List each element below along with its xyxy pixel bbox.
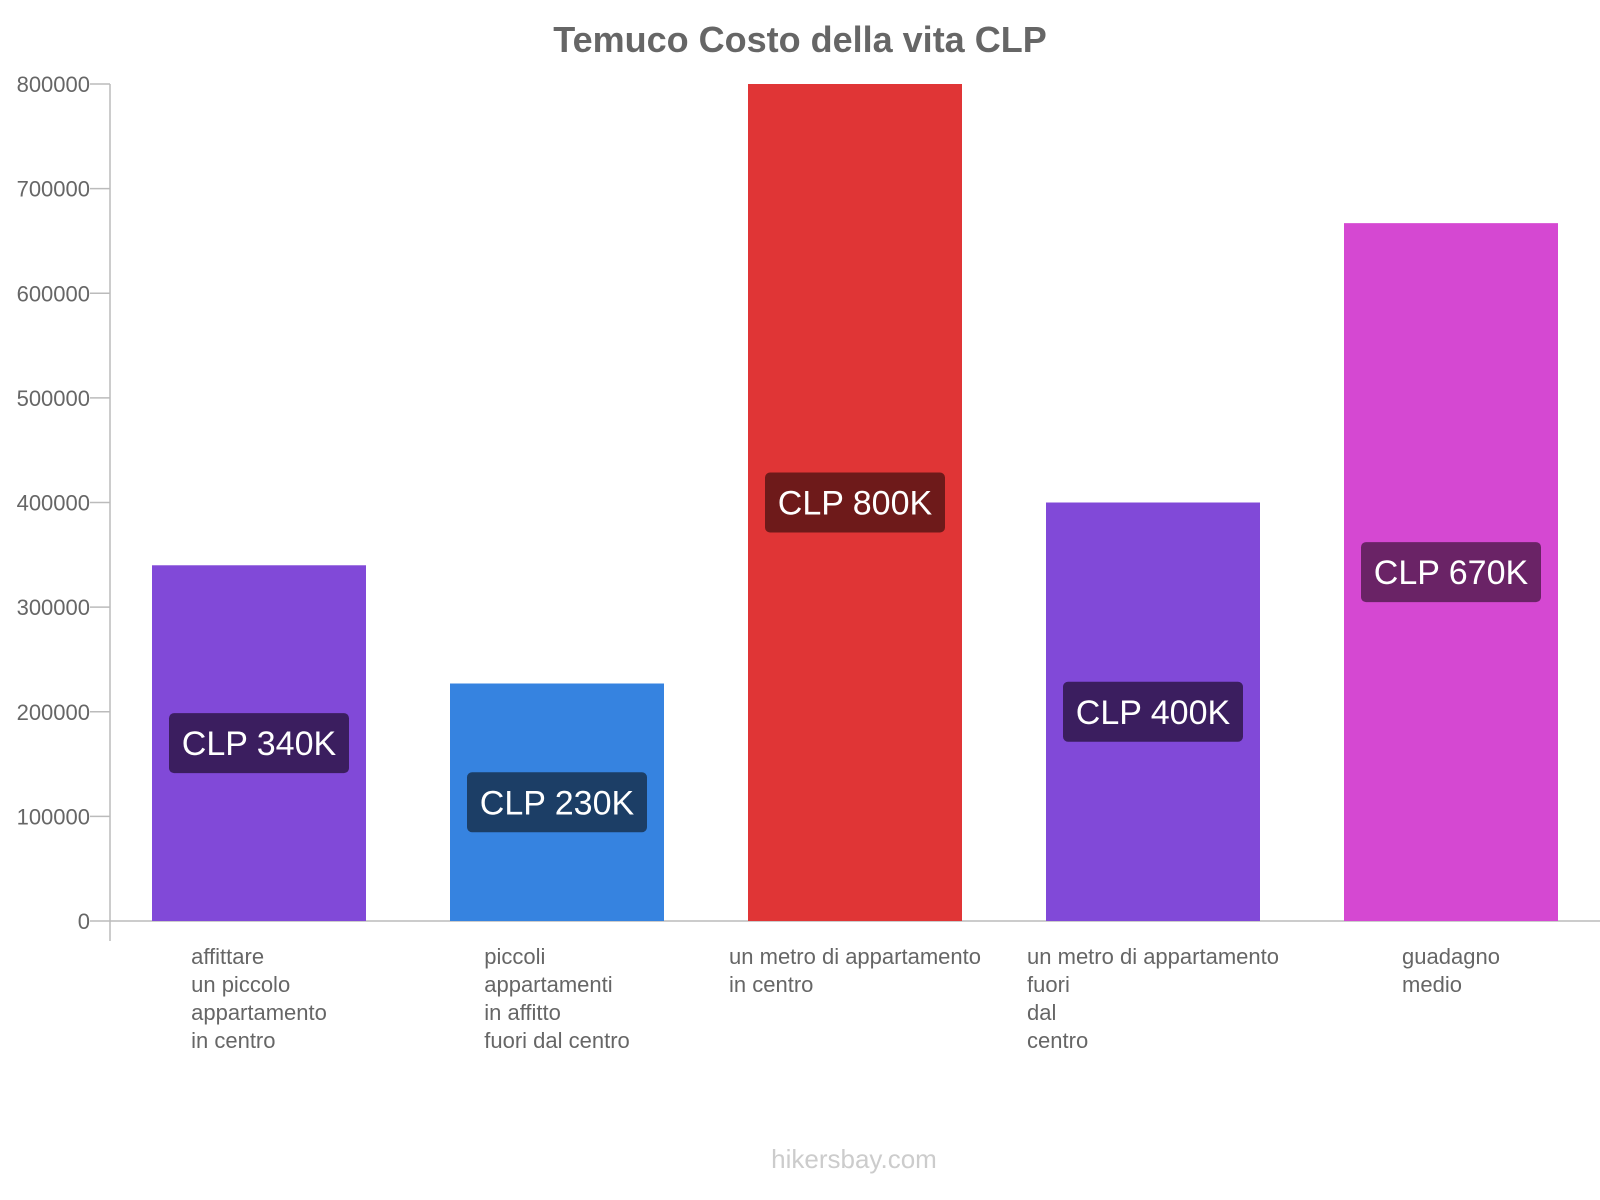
bars: CLP 340K CLP 230K CLP 800K CLP 400K CLP 670K — [152, 84, 1558, 921]
watermark: hikersbay.com — [771, 1144, 937, 1174]
bar-group: CLP 670K — [1344, 223, 1558, 921]
x-category-label: guadagno medio — [1402, 944, 1500, 997]
x-category-label-line: dal — [1027, 1000, 1056, 1025]
data-label: CLP 340K — [182, 725, 337, 763]
x-category-label: affittare un piccolo appartamento in centro — [191, 944, 327, 1053]
data-label-box — [467, 772, 647, 833]
y-tick-label: 200000 — [17, 700, 90, 725]
x-category-label-line: in centro — [729, 972, 813, 997]
y-tick-label: 800000 — [17, 72, 90, 97]
y-tick-label: 700000 — [17, 177, 90, 202]
y-tick-label: 300000 — [17, 595, 90, 620]
data-label: CLP 400K — [1076, 694, 1231, 732]
data-label: CLP 230K — [480, 784, 635, 822]
y-tick-label: 0 — [78, 909, 90, 934]
x-category-label-line: piccoli — [484, 944, 545, 969]
x-category-label-line: medio — [1402, 972, 1462, 997]
y-tick-label: 600000 — [17, 281, 90, 306]
bar-group: CLP 400K — [1046, 502, 1260, 921]
x-category-label-line: affittare — [191, 944, 264, 969]
x-category-label-line: centro — [1027, 1028, 1088, 1053]
x-category-label-line: fuori — [1027, 972, 1070, 997]
x-category-label-line: un metro di appartamento — [1027, 944, 1279, 969]
x-category-label-line: un metro di appartamento — [729, 944, 981, 969]
bar-group: CLP 230K — [450, 683, 664, 921]
data-label-box — [1063, 681, 1243, 742]
x-category-label-line: appartamento — [191, 1000, 327, 1025]
x-category-label: un metro di appartamento fuori dal centro — [1027, 944, 1279, 1053]
x-category-label-line: fuori dal centro — [484, 1028, 630, 1053]
x-category-label-line: un piccolo — [191, 972, 290, 997]
x-category-label-line: appartamenti — [484, 972, 612, 997]
x-axis-labels: affittare un piccolo appartamento in centro… — [191, 944, 1500, 1053]
data-label-box — [1361, 542, 1541, 603]
y-axis: 0 100000 200000 300000 400000 500000 600000 700… — [17, 72, 1600, 941]
data-label: CLP 800K — [778, 485, 933, 523]
y-tick-label: 100000 — [17, 804, 90, 829]
y-tick-label: 500000 — [17, 386, 90, 411]
bar-group: CLP 800K — [748, 84, 962, 921]
bar-group: CLP 340K — [152, 565, 366, 921]
chart-title: Temuco Costo della vita CLP — [553, 19, 1046, 60]
x-category-label-line: in affitto — [484, 1000, 561, 1025]
x-category-label-line: in centro — [191, 1028, 275, 1053]
x-category-label: un metro di appartamento in centro — [729, 944, 981, 997]
y-tick-label: 400000 — [17, 491, 90, 516]
data-label-box — [169, 713, 349, 774]
data-label-box — [765, 472, 945, 533]
data-label: CLP 670K — [1374, 554, 1529, 592]
x-category-label: piccoli appartamenti in affitto fuori dal c… — [484, 944, 630, 1053]
x-category-label-line: guadagno — [1402, 944, 1500, 969]
